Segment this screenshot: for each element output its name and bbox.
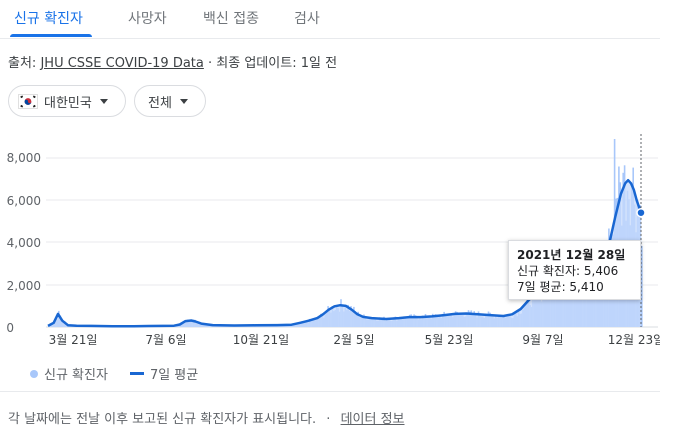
- x-tick-label: 5월 23일: [425, 333, 474, 347]
- country-dropdown-label: 대한민국: [44, 95, 92, 111]
- footer-text: 각 날짜에는 전날 이후 보고된 신규 확진자가 표시됩니다.: [8, 412, 317, 427]
- x-tick-label: 3월 21일: [49, 333, 98, 347]
- x-tick-label: 7월 6일: [145, 333, 186, 347]
- y-axis-labels: 8,000 6,000 4,000 2,000 0: [6, 151, 41, 335]
- tab-new-cases[interactable]: 신규 확진자: [14, 11, 83, 27]
- cases-legend-swatch: [30, 369, 38, 378]
- source-link[interactable]: JHU CSSE COVID-19 Data: [40, 56, 204, 71]
- tooltip-date: 2021년 12월 28일: [517, 248, 626, 262]
- y-tick-label: 4,000: [7, 236, 41, 250]
- tooltip-cases: 신규 확진자: 5,406: [517, 264, 619, 278]
- tab-bar: 신규 확진자 사망자 백신 접종 검사: [0, 0, 660, 39]
- x-tick-label: 12월 23일: [608, 333, 660, 347]
- y-tick-label: 8,000: [7, 151, 41, 165]
- average-area: [48, 180, 641, 327]
- tab-tests[interactable]: 검사: [294, 11, 320, 27]
- cases-chart[interactable]: 8,000 6,000 4,000 2,000 0 3월 21일 7월 6일 1…: [0, 128, 660, 356]
- tab-vaccinations[interactable]: 백신 접종: [203, 11, 259, 27]
- x-tick-label: 9월 7일: [522, 333, 563, 347]
- source-prefix: 출처:: [8, 56, 37, 71]
- y-tick-label: 6,000: [7, 194, 41, 208]
- scope-dropdown[interactable]: 전체: [134, 85, 206, 117]
- tab-deaths[interactable]: 사망자: [128, 11, 167, 27]
- scope-dropdown-label: 전체: [148, 95, 172, 111]
- footer-separator: ·: [326, 412, 331, 427]
- data-info-link[interactable]: 데이터 정보: [340, 412, 405, 427]
- x-tick-label: 2월 5일: [333, 333, 374, 347]
- legend-cases-label: 신규 확진자: [44, 368, 108, 383]
- source-line: 출처: JHU CSSE COVID-19 Data · 최종 업데이트: 1일…: [8, 52, 337, 71]
- chevron-down-icon: [179, 98, 188, 104]
- active-tab-indicator: [10, 34, 92, 37]
- legend-average-label: 7일 평균: [149, 368, 199, 383]
- country-dropdown[interactable]: 대한민국: [8, 85, 126, 117]
- last-updated: 최종 업데이트: 1일 전: [216, 56, 338, 71]
- source-separator: ·: [208, 56, 213, 71]
- footer-note: 각 날짜에는 전날 이후 보고된 신규 확진자가 표시됩니다. · 데이터 정보: [8, 408, 405, 427]
- y-tick-label: 0: [6, 321, 14, 335]
- x-axis-labels: 3월 21일 7월 6일 10월 21일 2월 5일 5월 23일 9월 7일 …: [49, 333, 660, 347]
- tooltip-average: 7일 평균: 5,410: [517, 280, 604, 294]
- hover-point: [636, 207, 646, 218]
- chevron-down-icon: [99, 98, 108, 104]
- y-tick-label: 2,000: [7, 279, 41, 293]
- chart-legend: 신규 확진자 7일 평균: [30, 364, 198, 383]
- divider: [0, 391, 660, 392]
- chart-tooltip: 2021년 12월 28일 신규 확진자: 5,406 7일 평균: 5,410: [508, 240, 641, 300]
- korea-flag-icon: [18, 93, 38, 109]
- x-tick-label: 10월 21일: [233, 333, 289, 347]
- daily-case-bar: [641, 245, 643, 327]
- average-legend-swatch: [129, 372, 144, 375]
